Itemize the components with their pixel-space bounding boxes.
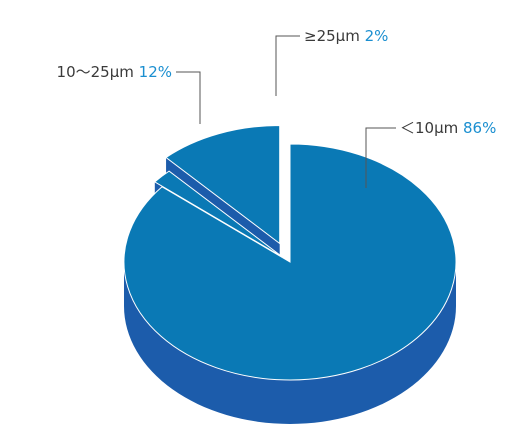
slice-label-10-25-percent: 12% [139, 63, 172, 81]
leader-line-ge25 [275, 35, 300, 96]
slice-label-lt10: ＜10μm 86% [400, 119, 496, 137]
slice-label-lt10-percent: 86% [463, 119, 496, 137]
pie-labels: ＜10μm 86% 10～25μm 12% ≥25μm 2% [57, 27, 496, 188]
pie-tops [123, 124, 457, 381]
pie-slice-lt10-side-0 [124, 262, 456, 424]
pie-slice-ge25 [153, 170, 284, 258]
slice-label-ge25-name: ≥25μm [304, 27, 365, 45]
slice-label-lt10-name: ＜10μm [400, 119, 463, 137]
leader-line-lt10 [365, 127, 396, 188]
slice-label-ge25-percent: 2% [365, 27, 389, 45]
slice-label-10-25: 10～25μm 12% [57, 63, 172, 81]
leader-line-10-25 [176, 71, 201, 124]
slice-label-ge25: ≥25μm 2% [304, 27, 388, 45]
pie-slice-10-25 [165, 124, 281, 245]
slice-label-10-25-name: 10～25μm [57, 63, 139, 81]
pie-slice-lt10 [123, 143, 457, 381]
